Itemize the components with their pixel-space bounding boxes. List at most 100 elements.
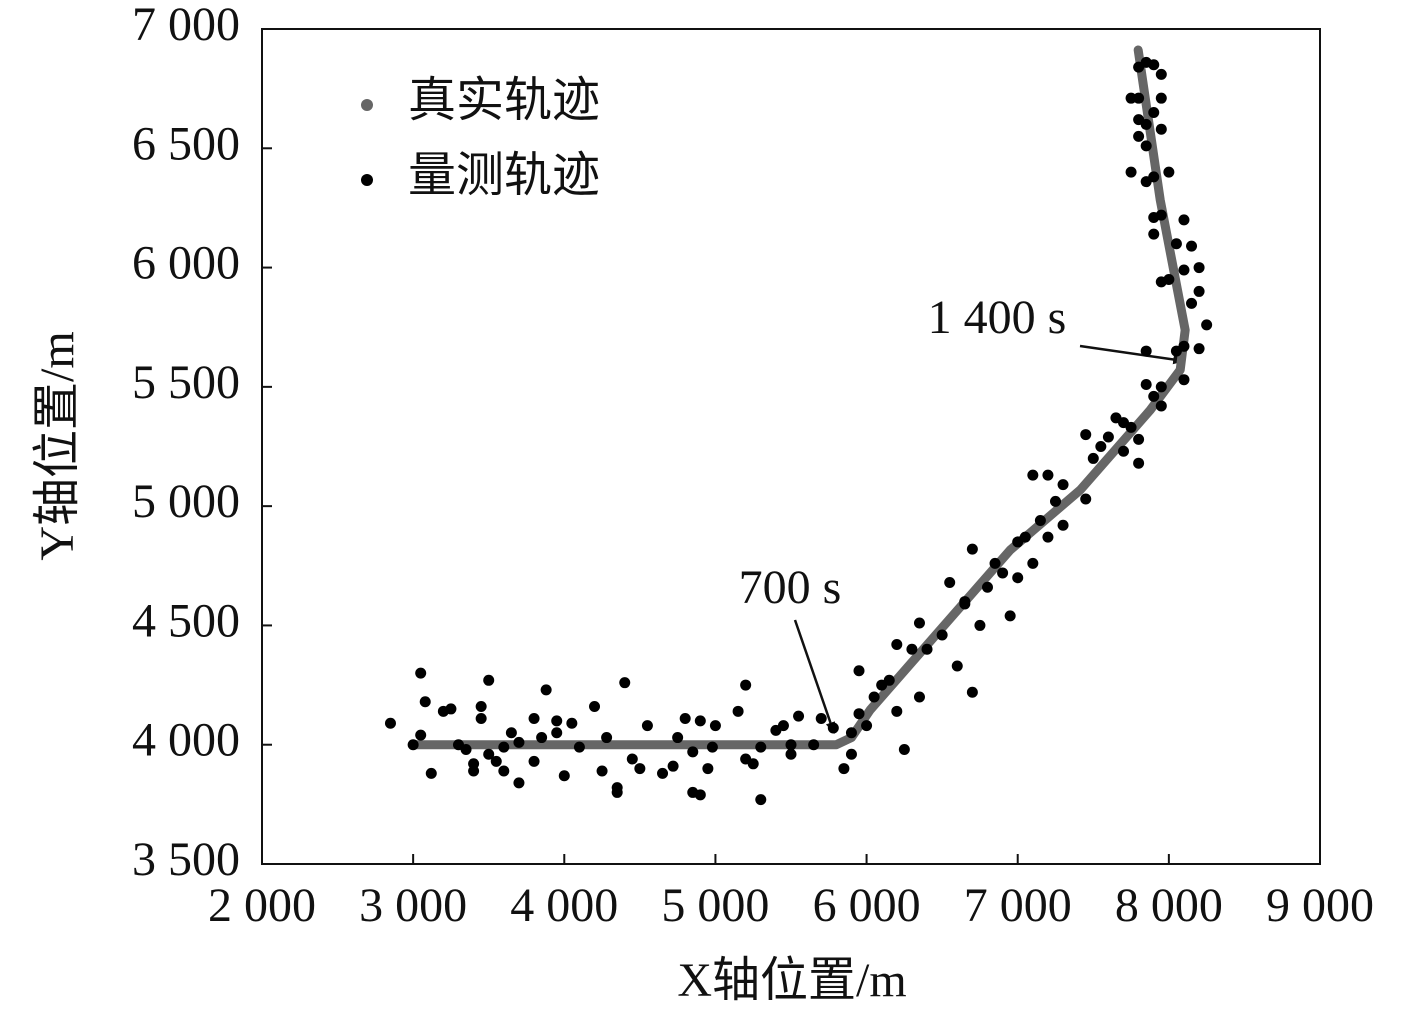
measured-point xyxy=(498,765,510,777)
measured-point xyxy=(498,741,510,753)
measured-point xyxy=(1148,59,1160,71)
measured-point xyxy=(1201,319,1213,331)
measured-point xyxy=(1155,68,1167,80)
measured-point xyxy=(827,722,839,734)
measured-point xyxy=(1125,166,1137,178)
measured-point xyxy=(838,763,850,775)
y-axis-label: Y轴位置/m xyxy=(31,331,84,560)
measured-point xyxy=(551,727,563,739)
measured-point xyxy=(1042,469,1054,481)
annotation: 700 s xyxy=(739,561,842,614)
measured-point xyxy=(1095,441,1107,452)
measured-point xyxy=(944,576,956,588)
measured-point xyxy=(483,748,495,760)
measured-point xyxy=(1148,228,1160,240)
x-tick-label: 3 000 xyxy=(359,879,467,932)
measured-point xyxy=(573,741,585,753)
measured-point xyxy=(702,763,714,775)
measured-point xyxy=(1102,431,1114,443)
measured-point xyxy=(1034,514,1046,526)
measured-point xyxy=(898,743,910,755)
measured-point xyxy=(966,686,978,698)
measured-point xyxy=(845,748,857,760)
measured-point xyxy=(540,684,552,696)
measured-point xyxy=(883,674,895,686)
measured-point xyxy=(415,729,427,741)
measured-point xyxy=(1087,452,1099,464)
measured-point xyxy=(861,720,873,732)
measured-point xyxy=(1186,240,1198,252)
measured-point xyxy=(913,617,925,629)
measured-point xyxy=(732,705,744,717)
measured-point xyxy=(1057,479,1069,491)
x-tick-label: 9 000 xyxy=(1266,879,1374,932)
measured-point xyxy=(1155,92,1167,104)
measured-point xyxy=(755,794,767,806)
measured-point xyxy=(415,667,427,679)
y-tick-label: 3 500 xyxy=(132,833,240,886)
measured-point xyxy=(1193,262,1205,274)
measured-point xyxy=(687,746,699,758)
measured-point xyxy=(1133,433,1145,445)
measured-point xyxy=(1155,276,1167,288)
measured-point xyxy=(528,712,540,724)
measured-point xyxy=(1155,123,1167,135)
measured-point xyxy=(505,727,517,739)
measured-point xyxy=(1155,400,1167,412)
measured-point xyxy=(425,767,437,779)
measured-point xyxy=(551,715,563,727)
measured-point xyxy=(921,643,933,655)
measured-point xyxy=(679,712,691,724)
x-tick-label: 7 000 xyxy=(964,879,1072,932)
measured-point xyxy=(709,720,721,732)
legend-label: 真实轨迹 xyxy=(408,74,600,127)
measured-point xyxy=(1155,209,1167,221)
x-tick-label: 5 000 xyxy=(661,879,769,932)
measured-point xyxy=(785,739,797,751)
y-tick-label: 6 500 xyxy=(132,117,240,170)
measured-point xyxy=(513,777,525,789)
measured-point xyxy=(740,679,752,691)
measured-point xyxy=(1140,176,1152,188)
measured-point xyxy=(951,660,963,672)
measured-point xyxy=(536,732,548,744)
measured-point xyxy=(1027,469,1039,481)
annotation-arrow xyxy=(793,619,836,735)
measured-point xyxy=(626,753,638,765)
measured-point xyxy=(793,710,805,722)
x-tick-label: 8 000 xyxy=(1115,879,1223,932)
measured-point xyxy=(1140,140,1152,152)
measured-point xyxy=(989,557,1001,569)
measured-point xyxy=(490,755,502,767)
measured-point xyxy=(694,789,706,801)
measured-point xyxy=(460,743,472,755)
measured-point xyxy=(785,748,797,760)
y-tick-label: 4 500 xyxy=(132,594,240,647)
measured-point xyxy=(891,705,903,717)
measured-point xyxy=(777,720,789,732)
measured-point xyxy=(1080,493,1092,505)
measured-point xyxy=(475,712,487,724)
legend-label: 量测轨迹 xyxy=(408,149,600,202)
measured-point xyxy=(981,581,993,593)
legend-marker xyxy=(361,174,373,186)
measured-point xyxy=(974,619,986,631)
measured-point xyxy=(997,567,1009,579)
measured-point xyxy=(589,701,601,713)
measured-point xyxy=(706,741,718,753)
measured-point xyxy=(468,765,480,777)
measured-point xyxy=(936,629,948,641)
measured-point xyxy=(1140,378,1152,390)
measured-point xyxy=(1042,531,1054,543)
measured-point xyxy=(966,543,978,555)
y-tick-label: 4 000 xyxy=(132,714,240,767)
measured-point xyxy=(1012,572,1024,584)
annotation: 1 400 s xyxy=(928,291,1067,344)
measured-point xyxy=(407,739,419,751)
measured-point xyxy=(891,639,903,651)
y-tick-label: 5 500 xyxy=(132,356,240,409)
measured-point xyxy=(1019,531,1031,543)
measured-point xyxy=(596,765,608,777)
measured-point xyxy=(1057,519,1069,531)
measured-point xyxy=(641,720,653,732)
